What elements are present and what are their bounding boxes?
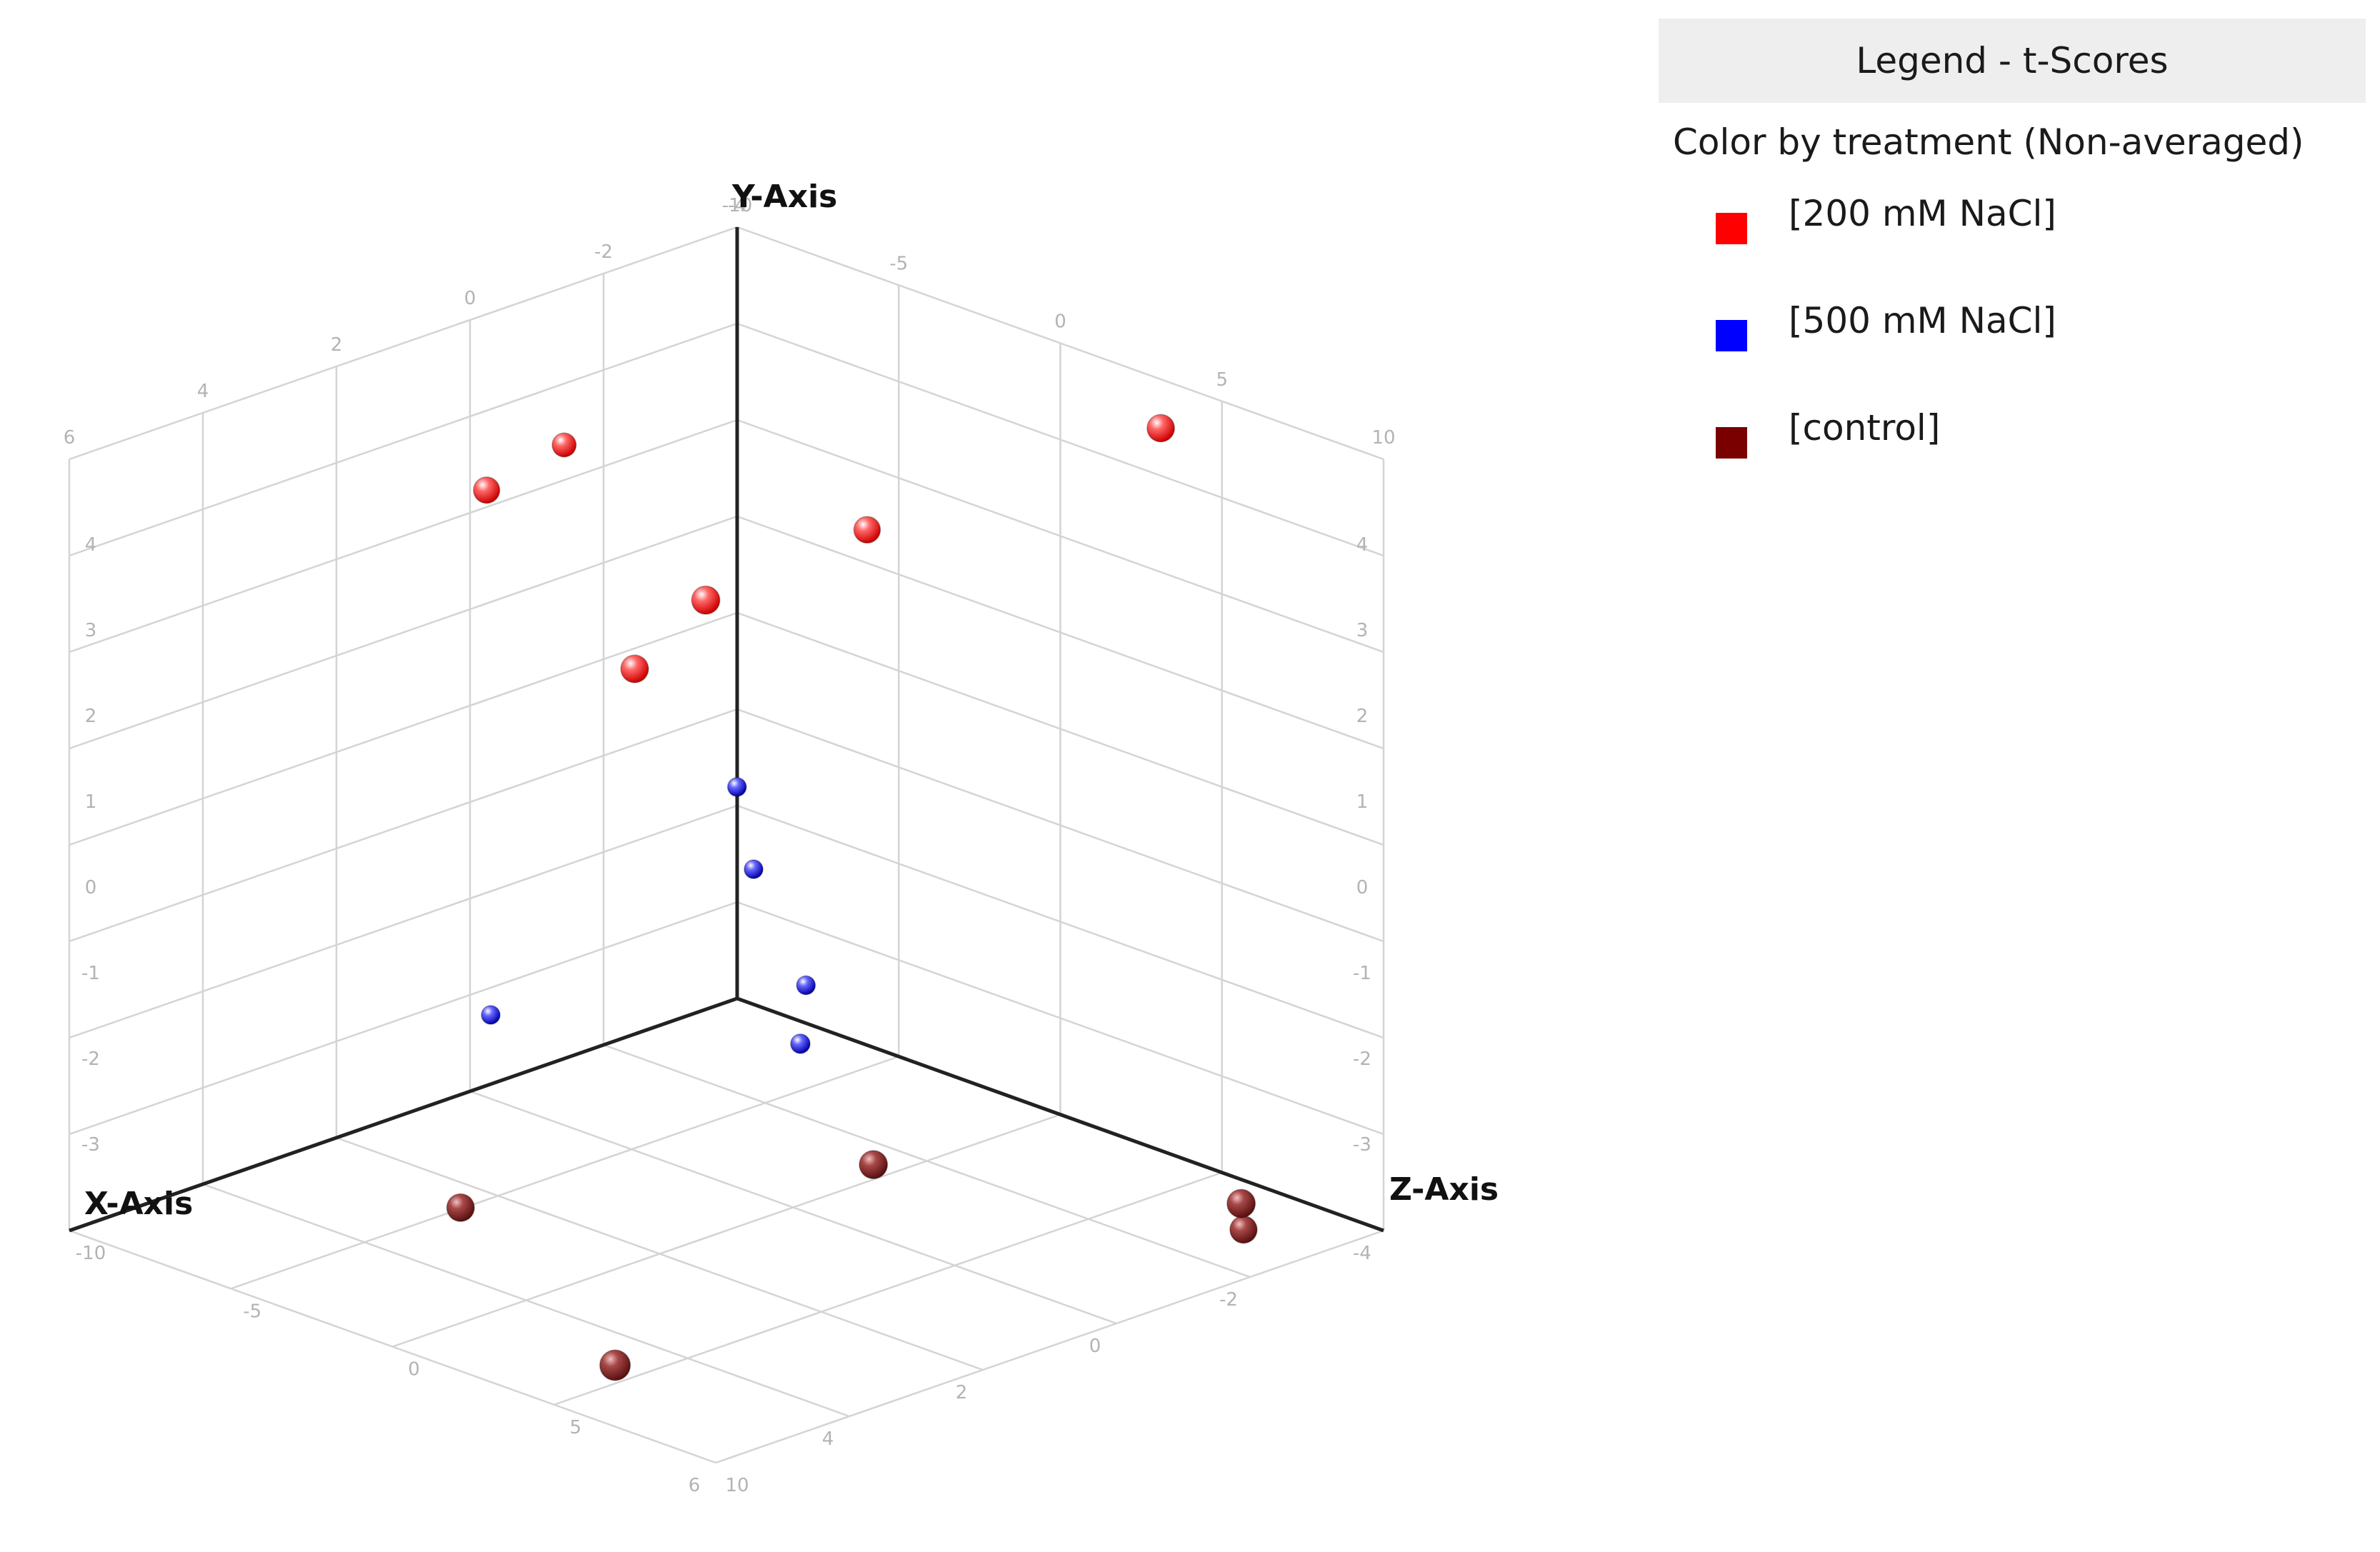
point-control [859, 1150, 889, 1180]
tick-labels: 1050-5-10-4-2024643210-1-2-343210-1-2-3-… [64, 195, 1396, 1496]
tick-label-floor-z: -10 [76, 1243, 106, 1264]
grid-line [69, 804, 738, 1039]
grid-line [69, 708, 738, 943]
point-500mm-nacl [726, 776, 747, 797]
grid-line [69, 419, 738, 654]
legend-label-200mm: [200 mM NaCl] [1789, 193, 2056, 234]
point-200mm-nacl [1146, 414, 1176, 443]
grid-line [69, 901, 738, 1136]
tick-label-y-right: 2 [85, 706, 97, 727]
tick-label-y-left: 1 [1356, 791, 1369, 813]
legend-swatch-200mm [1716, 213, 1747, 244]
tick-label-y-right: 3 [85, 620, 97, 641]
tick-label-y-right: -3 [81, 1134, 100, 1156]
tick-label-floor-x: -4 [1353, 1243, 1371, 1264]
grid-line [736, 515, 1384, 750]
tick-label-y-left: -3 [1353, 1134, 1371, 1156]
point-control [1226, 1188, 1256, 1218]
point-200mm-nacl [551, 432, 577, 458]
grid-line [736, 226, 1384, 461]
scatter-3d-plot: 1050-5-10-4-2024643210-1-2-343210-1-2-3-… [64, 179, 1499, 1496]
legend-entry-control[interactable]: [control] [1659, 381, 2366, 489]
tick-label-y-left: 0 [1356, 877, 1369, 898]
point-control [1229, 1215, 1258, 1244]
tick-label-wall-x: 4 [197, 381, 209, 402]
tick-label-y-left: -2 [1353, 1048, 1371, 1070]
tick-label-wall-x: -2 [594, 241, 613, 263]
tick-label-wall-x: 2 [331, 334, 343, 356]
tick-label-wall-x: 0 [464, 288, 476, 309]
x-axis-line [69, 996, 738, 1233]
point-control [446, 1193, 475, 1223]
legend-label-control: [control] [1789, 407, 1941, 449]
tick-label-wall-z: -10 [722, 195, 752, 216]
z-axis-title: Z-Axis [1389, 1171, 1499, 1208]
y-axis-title: Y-Axis [731, 179, 837, 215]
tick-label-wall-x: 6 [64, 427, 76, 449]
tick-label-wall-z: 0 [1054, 311, 1066, 333]
grid-line [736, 322, 1384, 557]
tick-label-y-right: 1 [85, 791, 97, 813]
grid-line [69, 611, 738, 846]
point-500mm-nacl [790, 1033, 811, 1054]
legend-panel: Legend - t-Scores Color by treatment (No… [1659, 19, 2366, 489]
tick-label-floor-z: 5 [569, 1417, 581, 1438]
legend-entry-200mm[interactable]: [200 mM NaCl] [1659, 167, 2366, 274]
point-200mm-nacl [620, 654, 649, 684]
tick-label-y-right: 0 [85, 877, 97, 898]
point-500mm-nacl [744, 859, 764, 879]
legend-label-500mm: [500 mM NaCl] [1789, 300, 2056, 341]
grid-line [69, 515, 738, 750]
tick-label-floor-z: -5 [243, 1301, 261, 1322]
axes [69, 227, 1384, 1233]
tick-label-y-right: 4 [85, 534, 97, 556]
tick-label-floor-z: 10 [725, 1475, 749, 1496]
data-points [446, 414, 1258, 1381]
grid-line [715, 1229, 1384, 1464]
grid-line [736, 708, 1384, 943]
legend-swatch-control [1716, 427, 1747, 459]
tick-label-floor-z: 0 [408, 1359, 420, 1381]
grid-line [69, 322, 738, 557]
point-200mm-nacl [853, 516, 881, 544]
tick-label-y-left: -1 [1353, 963, 1371, 984]
grid-line [736, 419, 1384, 654]
legend-subtitle: Color by treatment (Non-averaged) [1673, 121, 2304, 163]
legend-title: Legend - t-Scores [1659, 19, 2366, 103]
tick-label-wall-z: 5 [1216, 369, 1228, 391]
grid-line [554, 1171, 1223, 1406]
grid-line [736, 901, 1384, 1136]
legend-entry-500mm[interactable]: [500 mM NaCl] [1659, 274, 2366, 381]
grid-line [230, 1056, 899, 1290]
grid-line [736, 804, 1384, 1039]
point-500mm-nacl [796, 975, 816, 996]
tick-label-y-left: 3 [1356, 620, 1369, 641]
grid-line [736, 611, 1384, 846]
point-500mm-nacl [481, 1005, 501, 1025]
tick-label-wall-x: -4 [728, 195, 746, 216]
tick-label-floor-x: 4 [822, 1428, 834, 1450]
point-200mm-nacl [691, 585, 721, 615]
x-axis-title: X-Axis [84, 1186, 193, 1222]
tick-label-floor-x: 2 [956, 1382, 968, 1403]
legend-swatch-500mm [1716, 320, 1747, 351]
tick-label-floor-x: 0 [1089, 1336, 1101, 1357]
tick-label-y-right: -1 [81, 963, 100, 984]
grid-lines [68, 226, 1385, 1464]
tick-label-wall-z: 10 [1371, 427, 1395, 449]
tick-label-y-right: -2 [81, 1048, 100, 1070]
tick-label-y-left: 4 [1356, 534, 1369, 556]
point-200mm-nacl [473, 476, 501, 504]
tick-label-floor-x: -2 [1219, 1289, 1238, 1311]
grid-line [392, 1113, 1061, 1348]
point-control [599, 1349, 631, 1381]
tick-label-wall-z: -5 [889, 253, 908, 274]
z-axis-line [736, 996, 1384, 1233]
grid-line [69, 226, 738, 461]
tick-label-y-left: 2 [1356, 706, 1369, 727]
tick-label-floor-x: 6 [689, 1475, 701, 1496]
